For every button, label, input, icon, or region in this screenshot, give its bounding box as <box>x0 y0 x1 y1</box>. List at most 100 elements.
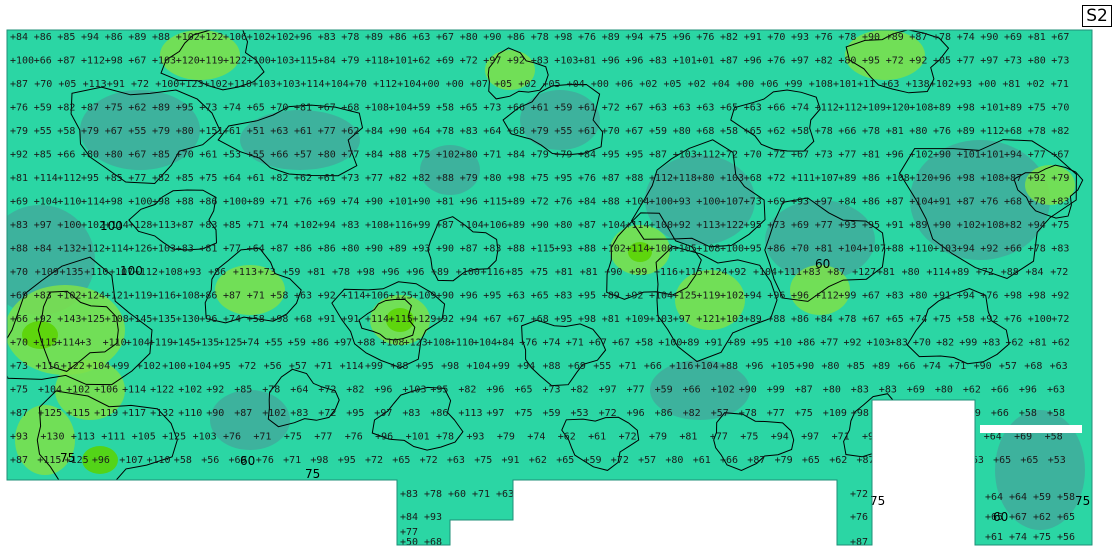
grid-value: +55 <box>128 126 146 137</box>
grid-value: +90 <box>412 197 430 208</box>
grid-value: +97 <box>374 408 392 419</box>
grid-value: +110 <box>84 267 108 278</box>
grid-value: +94 <box>957 244 975 255</box>
grid-value: +95 <box>602 150 620 161</box>
grid-value: +100 <box>456 267 480 278</box>
grid-value: +90 <box>933 220 951 231</box>
grid-value: +85 <box>105 173 123 184</box>
grid-value: +96 <box>602 56 620 67</box>
grid-value: +100 <box>10 56 34 67</box>
grid-value: +67 <box>128 56 146 67</box>
grid-value: +84 <box>578 197 596 208</box>
grid-value: +66 <box>720 455 738 466</box>
grid-value: +105 <box>771 361 795 372</box>
grid-value: +112 <box>134 267 158 278</box>
grid-value: +92 <box>673 220 691 231</box>
grid-value: +114 <box>105 244 129 255</box>
grid-value: +59 <box>584 455 602 466</box>
grid-value: +80 <box>554 220 572 231</box>
grid-value: +80 <box>909 126 927 137</box>
grid-value: +92 <box>625 291 643 302</box>
grid-value: +83 <box>851 385 869 396</box>
grid-value: +88 <box>625 173 643 184</box>
grid-value: +81 <box>1002 79 1020 90</box>
grid-value: +96 <box>460 197 478 208</box>
grid-value: +67 <box>589 338 607 349</box>
grid-value: +80 <box>935 385 953 396</box>
grid-value: +125 <box>162 432 186 443</box>
grid-value: +99 <box>111 361 129 372</box>
grid-value: +71 <box>832 432 850 443</box>
grid-value: +123 <box>404 338 428 349</box>
grid-value: +107 <box>119 455 143 466</box>
grid-value: +63 <box>744 103 762 114</box>
grid-value: +95 <box>81 173 99 184</box>
grid-value: +104 <box>753 267 777 278</box>
grid-value: +81 <box>815 244 833 255</box>
grid-value: +76 <box>223 432 241 443</box>
grid-value: +93 <box>791 197 809 208</box>
grid-value: +79 <box>775 455 793 466</box>
grid-value: +114 <box>105 220 129 231</box>
grid-value: +62 <box>1006 338 1024 349</box>
value-region-low <box>890 420 970 500</box>
grid-value: +90 <box>974 361 992 372</box>
grid-value: +112 <box>649 173 673 184</box>
value-region-high <box>675 270 745 330</box>
grid-value: +98 <box>554 32 572 43</box>
grid-value: +66 <box>838 126 856 137</box>
grid-value: +66 <box>1004 244 1022 255</box>
grid-value: +79 <box>911 455 929 466</box>
grid-value: +57 <box>294 150 312 161</box>
grid-value: +100 <box>247 56 271 67</box>
grid-value: +89 <box>728 338 746 349</box>
grid-value: +72 <box>886 56 904 67</box>
grid-value: +66 <box>991 385 1009 396</box>
grid-value: +95 <box>213 361 231 372</box>
grid-value: +86 <box>767 244 785 255</box>
grid-value: +66 <box>767 103 785 114</box>
grid-value: +88 <box>357 338 375 349</box>
grid-value: +103 <box>673 150 697 161</box>
grid-value: +72 <box>1051 314 1069 325</box>
grid-value: +77 <box>341 150 359 161</box>
grid-value: +121 <box>105 291 129 302</box>
grid-value: +67 <box>483 314 501 325</box>
grid-value: +81 <box>679 432 697 443</box>
grid-value: +145 <box>172 338 196 349</box>
grid-value: +95 <box>862 220 880 231</box>
grid-value: +59 <box>412 103 430 114</box>
grid-value: +87 <box>176 220 194 231</box>
grid-value: +82 <box>152 173 170 184</box>
grid-value: +80 <box>460 32 478 43</box>
grid-value: +72 <box>1050 267 1068 278</box>
grid-value: +77 <box>815 220 833 231</box>
grid-value: +65 <box>993 455 1011 466</box>
grid-value: +82 <box>571 385 589 396</box>
grid-value: +55 <box>34 126 52 137</box>
grid-value: +122 <box>223 56 247 67</box>
grid-value: +61 <box>578 126 596 137</box>
grid-value: +66 <box>898 361 916 372</box>
grid-value: +110 <box>228 79 252 90</box>
grid-value: +72 <box>602 103 620 114</box>
grid-value: +113 <box>152 220 176 231</box>
grid-value: +85 <box>57 32 75 43</box>
grid-value: +71 <box>314 361 332 372</box>
grid-value: +91 <box>318 314 336 325</box>
grid-value: +97 <box>815 197 833 208</box>
grid-value: +74 <box>923 361 941 372</box>
grid-value: +108 <box>380 338 404 349</box>
grid-value: +87 <box>602 173 620 184</box>
contour-line <box>217 104 364 177</box>
grid-value: +89 <box>152 103 170 114</box>
contour-line <box>906 287 1010 365</box>
grid-value: +70 <box>34 79 52 90</box>
grid-value: +87 <box>223 291 241 302</box>
grid-value: +108 <box>427 338 451 349</box>
grid-value: +93 <box>791 32 809 43</box>
grid-value: +96 <box>767 291 785 302</box>
grid-value: +87 <box>436 220 454 231</box>
grid-value: +101 <box>833 79 857 90</box>
grid-value: +119 <box>696 291 720 302</box>
